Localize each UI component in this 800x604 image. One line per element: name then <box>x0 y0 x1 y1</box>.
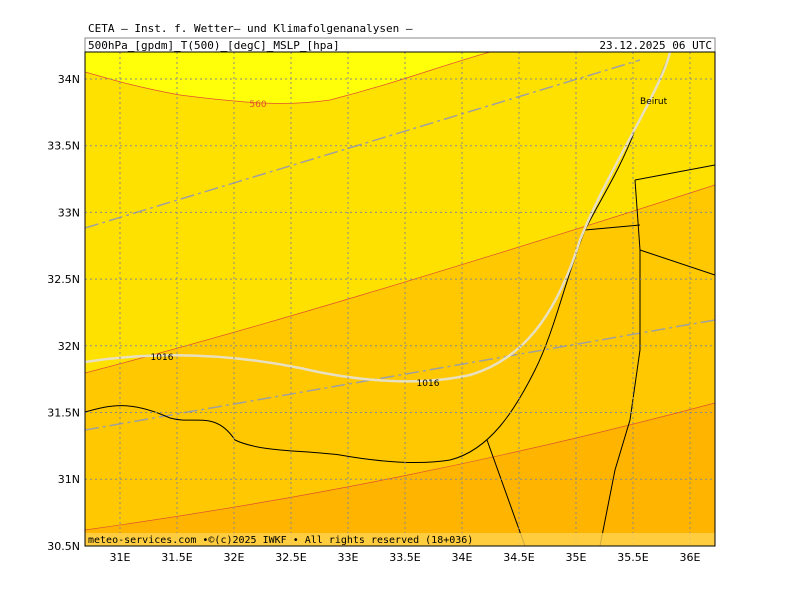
lon-label: 34.5E <box>503 551 534 564</box>
lon-label: 31.5E <box>161 551 192 564</box>
lat-label: 33.5N <box>47 140 80 153</box>
lat-label: 32.5N <box>47 273 80 286</box>
contour <box>85 52 491 104</box>
dash-line <box>85 59 641 229</box>
title: CETA — Inst. f. Wetter— und Klimafolgena… <box>88 22 413 35</box>
coastline <box>85 52 671 463</box>
lon-label: 33E <box>338 551 359 564</box>
footer-box <box>85 533 715 546</box>
contour <box>85 184 715 374</box>
band <box>85 52 490 104</box>
date: 23.12.2025 06 UTC <box>599 39 712 52</box>
lon-label: 35E <box>566 551 587 564</box>
lat-label: 31.5N <box>47 407 80 420</box>
lon-label: 34E <box>452 551 473 564</box>
contour-label: 1016 <box>417 379 440 389</box>
lat-label: 30.5N <box>47 540 80 553</box>
place-label: Beirut <box>640 97 668 107</box>
border <box>486 164 715 546</box>
lon-label: 36E <box>680 551 701 564</box>
contour-label: 1016 <box>151 353 174 363</box>
map: 560 1016 1016 Beirut meteo-services.com … <box>85 52 715 546</box>
lon-label: 31E <box>110 551 131 564</box>
lat-label: 31N <box>58 473 80 486</box>
fields: 500hPa_[gpdm]_T(500)_[degC]_MSLP_[hpa] <box>88 39 340 52</box>
lon-label: 33.5E <box>389 551 420 564</box>
dash-line <box>85 319 715 431</box>
contour <box>85 402 715 531</box>
contour-label: 560 <box>249 100 266 110</box>
lon-label: 32E <box>224 551 245 564</box>
lon-label: 32.5E <box>275 551 306 564</box>
band <box>85 403 715 546</box>
lat-label: 34N <box>58 73 80 86</box>
lon-label: 35.5E <box>617 551 648 564</box>
lat-label: 32N <box>58 340 80 353</box>
grid <box>85 52 715 546</box>
footer: meteo-services.com •©(c)2025 IWKF • All … <box>88 535 473 546</box>
lat-label: 33N <box>58 206 80 219</box>
isobar <box>85 52 672 383</box>
map-frame <box>84 51 716 547</box>
